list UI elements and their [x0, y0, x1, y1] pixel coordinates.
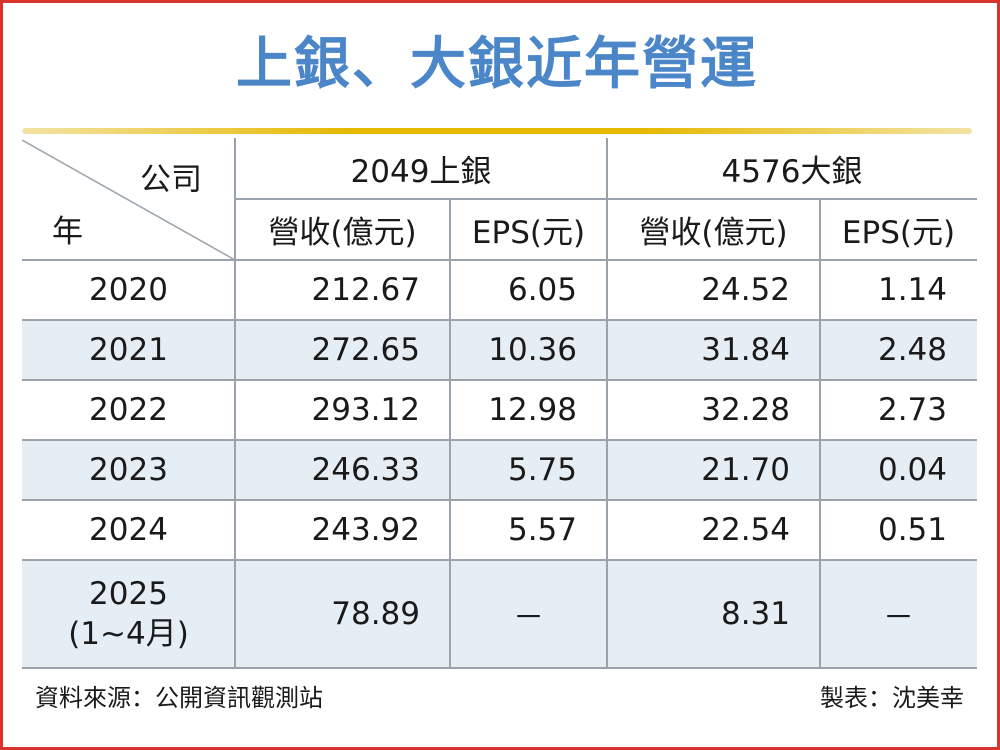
- revenue-b-cell: 22.54: [701, 512, 790, 548]
- header-row-metrics: 營收(億元) EPS(元) 營收(億元) EPS(元): [22, 198, 977, 260]
- header-revenue-a: 營收(億元): [268, 214, 417, 251]
- source-note: 資料來源：公開資訊觀測站: [35, 684, 323, 712]
- corner-diagonal: [22, 139, 235, 260]
- revenue-b-cell: 32.28: [701, 392, 790, 428]
- eps-b-cell: 0.04: [877, 452, 947, 488]
- table-row: 2020 212.67 6.05 24.52 1.14: [22, 260, 977, 320]
- header-eps-b: EPS(元): [841, 214, 956, 251]
- header-eps-a: EPS(元): [471, 214, 586, 251]
- eps-a-cell: 12.98: [488, 392, 577, 428]
- eps-a-cell: 5.75: [507, 452, 577, 488]
- year-cell: 2025: [89, 576, 168, 612]
- grid-line: [22, 499, 977, 501]
- title-underline: [22, 128, 972, 134]
- year-cell: 2024: [89, 512, 168, 548]
- table-row: 2024 243.92 5.57 22.54 0.51: [22, 500, 977, 560]
- eps-a-cell: 5.57: [507, 512, 577, 548]
- header-revenue-b: 營收(億元): [639, 214, 788, 251]
- table-row: 2022 293.12 12.98 32.28 2.73: [22, 380, 977, 440]
- header-company-b: 4576大銀: [721, 153, 863, 190]
- grid-line: [22, 559, 977, 561]
- eps-b-cell: 2.73: [877, 392, 947, 428]
- eps-b-cell: －: [883, 599, 914, 636]
- grid-line: [22, 439, 977, 441]
- revenue-a-cell: 212.67: [311, 272, 420, 308]
- year-cell: 2023: [89, 452, 168, 488]
- grid-line: [234, 138, 236, 668]
- eps-b-cell: 2.48: [877, 332, 947, 368]
- year-cell-multiline: 2025 (1~4月): [22, 560, 235, 668]
- table-row: 2021 272.65 10.36 31.84 2.48: [22, 320, 977, 380]
- grid-line: [606, 138, 608, 668]
- year-cell: 2020: [89, 272, 168, 308]
- revenue-a-cell: 246.33: [311, 452, 420, 488]
- corner-year-label: 年: [52, 214, 83, 250]
- year-period-note: (1~4月): [68, 616, 189, 652]
- header-company-a: 2049上銀: [350, 153, 492, 190]
- revenue-b-cell: 24.52: [701, 272, 790, 308]
- grid-line: [449, 198, 451, 668]
- eps-a-cell: 6.05: [507, 272, 577, 308]
- eps-b-cell: 0.51: [877, 512, 947, 548]
- revenue-b-cell: 21.70: [701, 452, 790, 488]
- table-row: 2025 (1~4月) 78.89 － 8.31 －: [22, 560, 977, 668]
- grid-line: [22, 379, 977, 381]
- revenue-a-cell: 78.89: [331, 596, 420, 632]
- revenue-a-cell: 272.65: [311, 332, 420, 368]
- grid-line: [22, 319, 977, 321]
- revenue-b-cell: 8.31: [720, 596, 790, 632]
- revenue-a-cell: 293.12: [311, 392, 420, 428]
- grid-line: [819, 198, 821, 668]
- eps-b-cell: 1.14: [877, 272, 947, 308]
- figure-title: 上銀、大銀近年營運: [236, 32, 758, 97]
- revenue-b-cell: 31.84: [701, 332, 790, 368]
- year-cell: 2022: [89, 392, 168, 428]
- eps-a-cell: 10.36: [488, 332, 577, 368]
- header-row-companies: 2049上銀 4576大銀: [22, 138, 977, 198]
- corner-company-label: 公司: [140, 162, 202, 198]
- grid-line: [22, 259, 977, 261]
- grid-line: [22, 667, 977, 669]
- eps-a-cell: －: [513, 599, 544, 636]
- author-note: 製表：沈美幸: [820, 684, 964, 712]
- year-cell: 2021: [89, 332, 168, 368]
- table-row: 2023 246.33 5.75 21.70 0.04: [22, 440, 977, 500]
- revenue-a-cell: 243.92: [311, 512, 420, 548]
